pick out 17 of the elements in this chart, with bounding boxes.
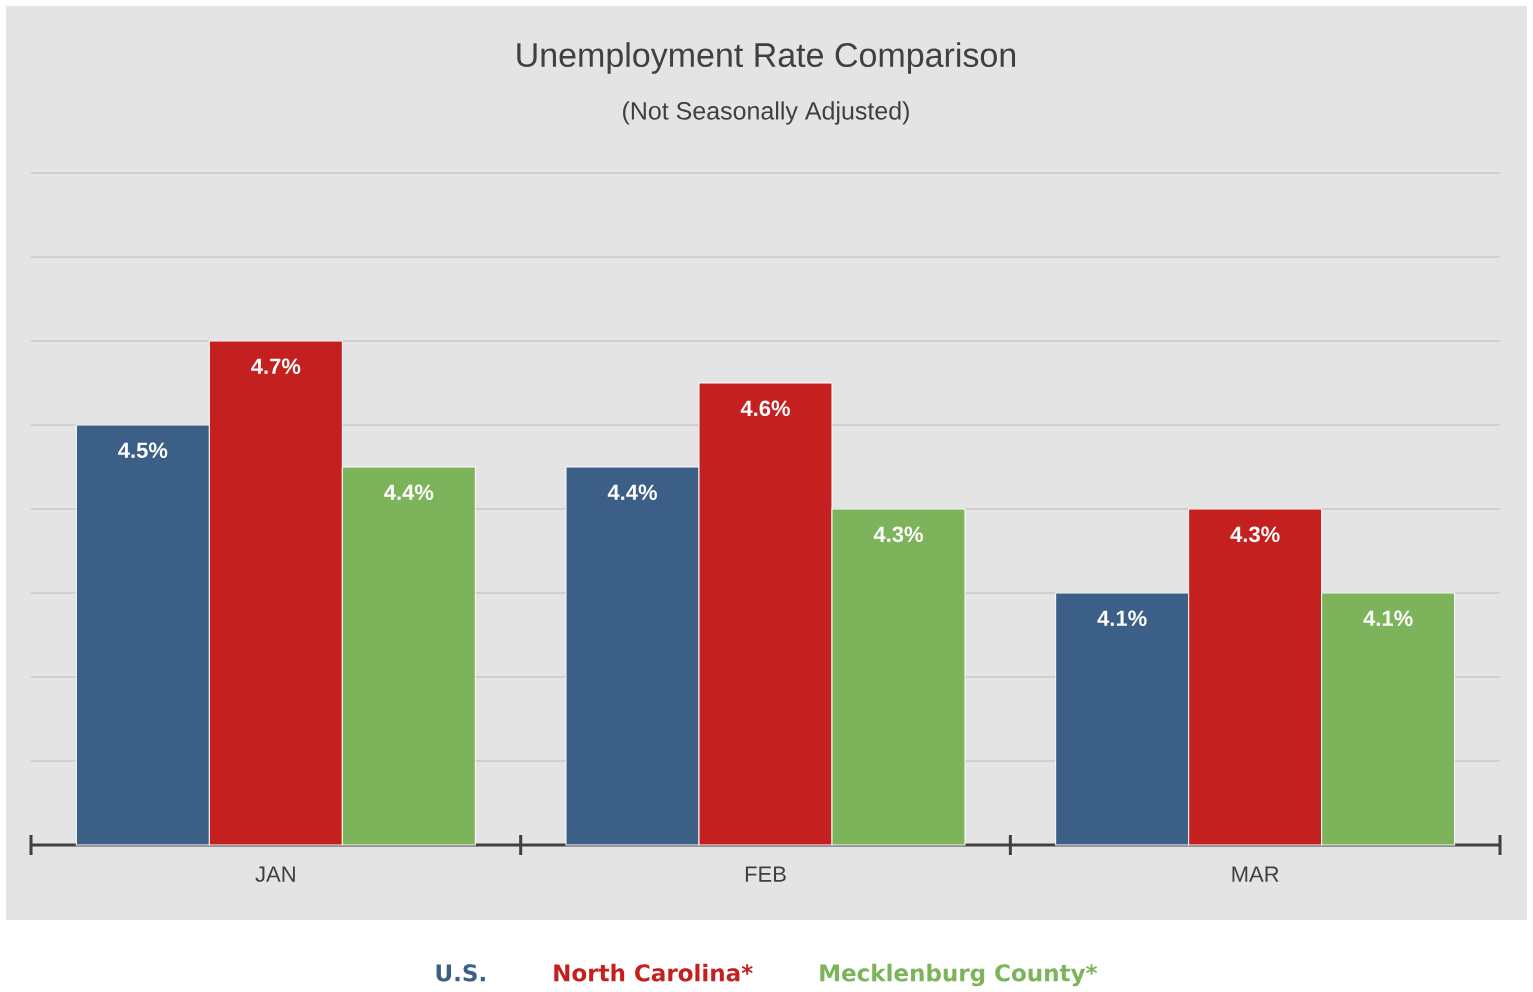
x-tick-label: FEB <box>745 866 786 882</box>
data-label: 4.1% <box>1363 610 1413 626</box>
x-tick-label: JAN <box>255 866 295 882</box>
chart-subtitle: (Not Seasonally Adjusted) <box>623 101 909 125</box>
data-label: 4.4% <box>384 484 434 500</box>
data-label: 4.4% <box>607 484 657 500</box>
data-label: 4.6% <box>740 400 790 417</box>
data-label: 4.5% <box>118 442 168 459</box>
text: Mecklenburg County* <box>820 963 1098 987</box>
data-label: 4.3% <box>873 526 923 543</box>
text: U.S. <box>436 964 485 982</box>
x-tick-label: MAR <box>1232 866 1279 882</box>
data-label: 4.3% <box>1230 526 1280 543</box>
data-label: 4.1% <box>1097 610 1147 626</box>
text: North Carolina* <box>554 963 753 982</box>
data-label: 4.7% <box>251 358 301 374</box>
chart-title: Unemployment Rate Comparison <box>517 42 1016 74</box>
